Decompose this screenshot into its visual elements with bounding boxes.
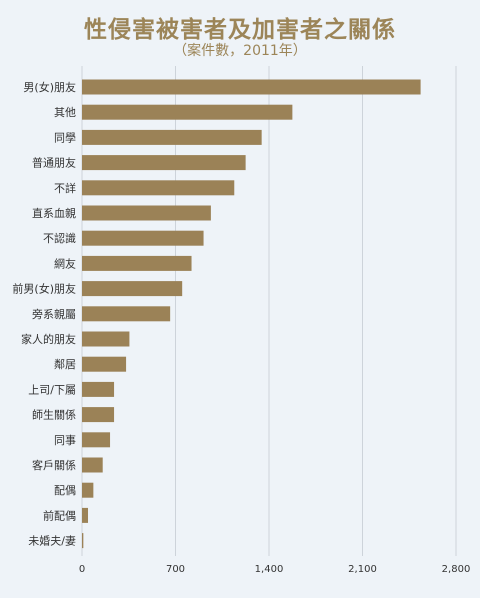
category-label: 直系血親	[32, 206, 76, 220]
bar	[82, 180, 235, 196]
bar	[82, 306, 171, 322]
category-label: 同學	[54, 131, 76, 144]
bar	[82, 129, 262, 145]
bar	[82, 482, 94, 498]
bar	[82, 79, 421, 95]
bar	[82, 507, 89, 523]
chart-subtitle: （案件數，2011年）	[173, 43, 307, 59]
category-label: 同事	[54, 434, 76, 447]
chart-title: 性侵害被害者及加害者之關係	[84, 17, 396, 43]
bar	[82, 356, 127, 372]
category-label: 上司/下屬	[28, 383, 76, 396]
category-label: 家人的朋友	[21, 332, 76, 346]
bar	[82, 281, 183, 297]
category-label: 未婚夫/妻	[28, 534, 76, 548]
x-tick-label: 1,400	[255, 564, 284, 575]
bar	[82, 255, 192, 271]
category-label: 前配偶	[43, 508, 76, 522]
category-label: 前男(女)朋友	[12, 282, 76, 296]
category-label: 普通朋友	[32, 156, 76, 170]
category-label: 鄰居	[54, 357, 76, 371]
bar	[82, 381, 115, 397]
bar	[82, 104, 293, 120]
category-label: 客戶關係	[32, 458, 76, 472]
category-label: 旁系親屬	[32, 307, 76, 321]
category-label: 師生關係	[32, 408, 76, 422]
bar	[82, 155, 246, 171]
bar	[82, 432, 111, 448]
bar	[82, 407, 115, 423]
bar	[82, 205, 211, 221]
x-tick-label: 2,800	[442, 564, 471, 575]
category-label: 男(女)朋友	[23, 80, 76, 94]
bar	[82, 457, 103, 473]
x-tick-label: 700	[166, 564, 185, 575]
bar	[82, 331, 130, 347]
x-tick-label: 2,100	[348, 564, 377, 575]
category-label: 不詳	[54, 181, 76, 195]
bar	[82, 230, 204, 246]
bar	[82, 533, 84, 549]
category-label: 配偶	[54, 484, 76, 497]
category-label: 網友	[54, 256, 76, 270]
category-label: 其他	[54, 106, 76, 119]
x-tick-label: 0	[79, 564, 85, 575]
category-label: 不認識	[43, 231, 76, 245]
